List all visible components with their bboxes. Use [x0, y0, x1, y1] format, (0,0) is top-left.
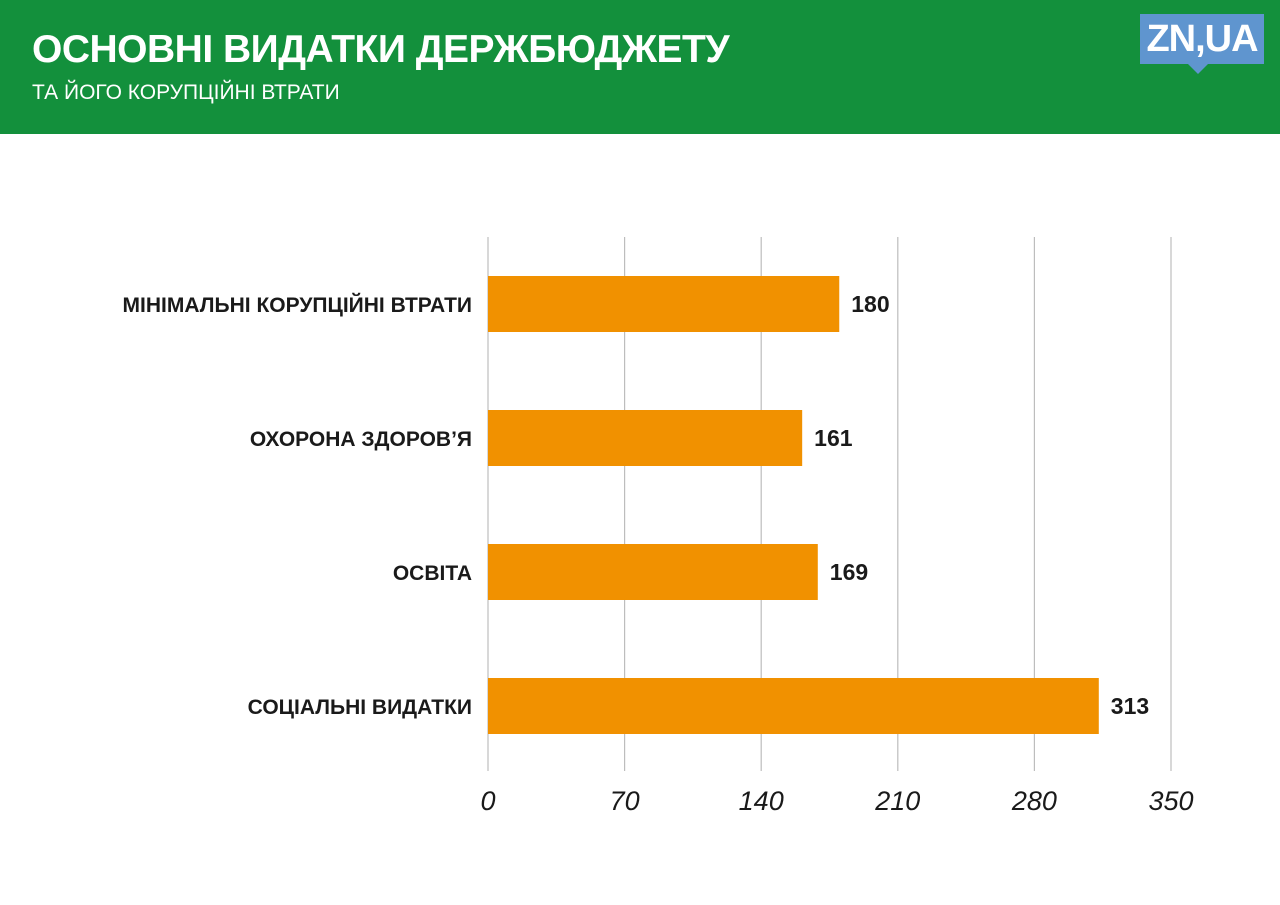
tick-label-140: 140 — [739, 786, 784, 816]
category-label-2: ОСВІТА — [393, 562, 472, 585]
page-subtitle: ТА ЙОГО КОРУПЦІЙНІ ВТРАТИ — [32, 81, 340, 104]
category-label-1: ОХОРОНА ЗДОРОВ’Я — [250, 428, 472, 451]
tick-label-280: 280 — [1011, 786, 1057, 816]
header-banner: ОСНОВНІ ВИДАТКИ ДЕРЖБЮДЖЕТУ ТА ЙОГО КОРУ… — [0, 0, 1280, 134]
logo-text: ZN,UA — [1146, 18, 1258, 60]
category-label-0: МІНІМАЛЬНІ КОРУПЦІЙНІ ВТРАТИ — [123, 293, 472, 317]
bar-1 — [488, 410, 803, 466]
zn-ua-logo: ZN,UA — [1140, 14, 1264, 74]
value-label-0: 180 — [851, 291, 889, 317]
bar-0 — [488, 276, 840, 332]
bar-3 — [488, 678, 1099, 734]
category-label-3: СОЦІАЛЬНІ ВИДАТКИ — [248, 696, 472, 719]
page-title: ОСНОВНІ ВИДАТКИ ДЕРЖБЮДЖЕТУ — [32, 28, 730, 71]
tick-label-0: 0 — [480, 786, 495, 816]
tick-label-210: 210 — [874, 786, 920, 816]
value-label-2: 169 — [830, 559, 868, 585]
tick-label-350: 350 — [1148, 786, 1193, 816]
value-label-3: 313 — [1111, 693, 1149, 719]
bar-2 — [488, 544, 818, 600]
tick-label-70: 70 — [610, 786, 640, 816]
value-label-1: 161 — [814, 425, 853, 451]
